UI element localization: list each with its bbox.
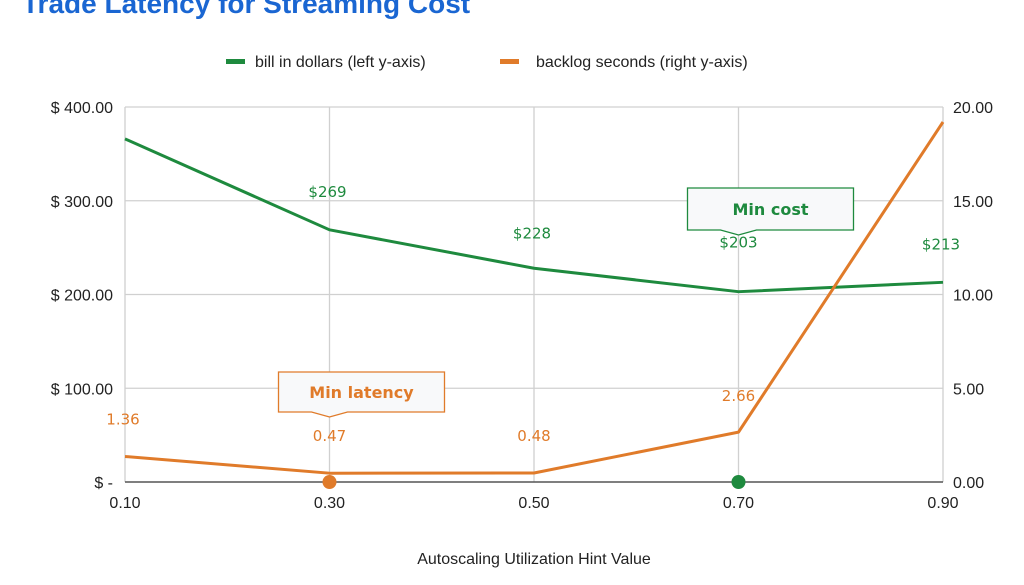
left-y-tick-label: $ 300.00 xyxy=(51,194,113,211)
series-lines xyxy=(124,121,945,475)
annotation-marker xyxy=(731,475,746,489)
data-label: $203 xyxy=(719,234,757,252)
data-label: $213 xyxy=(922,235,960,253)
right-y-tick-label: 5.00 xyxy=(953,381,984,398)
legend-label-bill[interactable]: bill in dollars (left y-axis) xyxy=(255,54,426,71)
right-y-axis: 0.00 5.00 10.00 15.00 20.00 xyxy=(953,100,993,492)
series-line-bill xyxy=(124,137,944,294)
x-tick-label: 0.30 xyxy=(314,495,345,512)
gridlines xyxy=(124,106,944,483)
annotation-label: Min cost xyxy=(732,200,808,219)
legend-label-backlog[interactable]: backlog seconds (right y-axis) xyxy=(536,54,748,71)
annotations: Min cost Min latency xyxy=(277,187,855,489)
data-label: $269 xyxy=(308,183,346,201)
left-y-tick-label: $ - xyxy=(94,475,113,492)
left-y-axis: $ - $ 100.00 $ 200.00 $ 300.00 $ 400.00 xyxy=(51,100,113,492)
left-y-tick-label: $ 400.00 xyxy=(51,100,113,117)
x-axis-title: Autoscaling Utilization Hint Value xyxy=(417,551,651,568)
data-label: 1.36 xyxy=(106,411,139,429)
data-label: 2.66 xyxy=(722,387,755,405)
annotation-marker xyxy=(322,475,337,489)
data-labels: $269 $228 $203 $213 1.36 0.47 0.48 2.66 xyxy=(106,183,960,445)
data-label: $228 xyxy=(513,224,551,242)
x-tick-label: 0.70 xyxy=(723,495,754,512)
left-y-tick-label: $ 100.00 xyxy=(51,381,113,398)
right-y-tick-label: 10.00 xyxy=(953,288,993,305)
right-y-tick-label: 20.00 xyxy=(953,100,993,117)
chart-title: Trade Latency for Streaming Cost xyxy=(22,0,471,19)
right-y-tick-label: 0.00 xyxy=(953,475,984,492)
data-label: 0.47 xyxy=(313,427,346,445)
x-tick-label: 0.50 xyxy=(518,495,549,512)
x-tick-label: 0.10 xyxy=(109,495,140,512)
x-axis: 0.10 0.30 0.50 0.70 0.90 xyxy=(109,495,958,512)
left-y-tick-label: $ 200.00 xyxy=(51,288,113,305)
legend-swatch-bill xyxy=(226,59,245,64)
annotation-label: Min latency xyxy=(309,383,414,402)
annotation-box xyxy=(277,371,446,418)
right-y-tick-label: 15.00 xyxy=(953,194,993,211)
legend-swatch-backlog xyxy=(500,59,519,64)
series-line-backlog xyxy=(124,121,945,475)
x-tick-label: 0.90 xyxy=(927,495,958,512)
data-label: 0.48 xyxy=(517,427,550,445)
annotation-box xyxy=(686,187,855,236)
legend: bill in dollars (left y-axis) backlog se… xyxy=(226,54,748,71)
